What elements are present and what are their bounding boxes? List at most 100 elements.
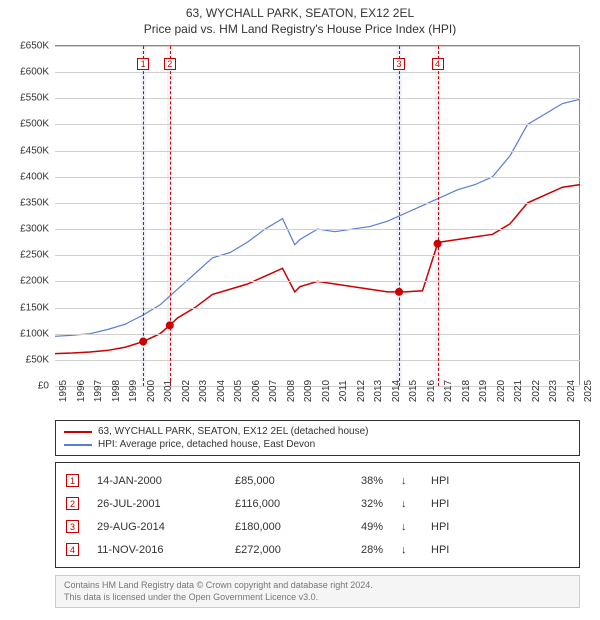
- gridline: [55, 360, 580, 361]
- event-marker: 3: [393, 58, 405, 70]
- down-arrow-icon: ↓: [401, 498, 413, 510]
- legend-item: HPI: Average price, detached house, East…: [64, 438, 571, 451]
- x-axis-label: 2018: [461, 380, 472, 402]
- tx-vs: HPI: [431, 498, 449, 510]
- y-axis-label: £400K: [20, 171, 49, 182]
- tx-pct: 49%: [343, 521, 383, 533]
- tx-date: 29-AUG-2014: [97, 521, 217, 533]
- legend-item: 63, WYCHALL PARK, SEATON, EX12 2EL (deta…: [64, 425, 571, 438]
- gridline: [55, 203, 580, 204]
- tx-date: 11-NOV-2016: [97, 544, 217, 556]
- y-axis-label: £250K: [20, 250, 49, 261]
- x-axis-label: 1995: [58, 380, 69, 402]
- x-axis-label: 2016: [426, 380, 437, 402]
- y-axis-label: £450K: [20, 145, 49, 156]
- y-axis-label: £50K: [26, 354, 49, 365]
- gridline: [55, 255, 580, 256]
- tx-pct: 38%: [343, 475, 383, 487]
- chart-area: £0£50K£100K£150K£200K£250K£300K£350K£400…: [55, 45, 580, 385]
- x-axis-label: 2008: [286, 380, 297, 402]
- x-axis-label: 2009: [303, 380, 314, 402]
- x-axis-label: 2013: [373, 380, 384, 402]
- x-axis-label: 2002: [181, 380, 192, 402]
- x-axis-label: 2024: [566, 380, 577, 402]
- event-marker: 1: [137, 58, 149, 70]
- gridline: [55, 281, 580, 282]
- tx-vs: HPI: [431, 475, 449, 487]
- x-axis-label: 2010: [321, 380, 332, 402]
- transactions-table: 1 14-JAN-2000 £85,000 38% ↓ HPI 2 26-JUL-2001 £1…: [55, 462, 580, 568]
- event-vline: [438, 46, 439, 386]
- event-marker: 2: [164, 58, 176, 70]
- title-block: 63, WYCHALL PARK, SEATON, EX12 2EL Price…: [0, 0, 600, 37]
- tx-price: £272,000: [235, 544, 325, 556]
- event-vline: [170, 46, 171, 386]
- title-line-1: 63, WYCHALL PARK, SEATON, EX12 2EL: [0, 6, 600, 22]
- x-axis-label: 2003: [198, 380, 209, 402]
- x-axis-label: 2025: [583, 380, 594, 402]
- gridline: [55, 151, 580, 152]
- x-axis-label: 1996: [76, 380, 87, 402]
- tx-marker: 4: [66, 543, 79, 556]
- x-axis-label: 2022: [531, 380, 542, 402]
- y-axis-label: £100K: [20, 328, 49, 339]
- series-line: [55, 99, 580, 336]
- gridline: [55, 177, 580, 178]
- legend-box: 63, WYCHALL PARK, SEATON, EX12 2EL (deta…: [55, 420, 580, 456]
- legend-label: 63, WYCHALL PARK, SEATON, EX12 2EL (deta…: [98, 426, 369, 437]
- y-axis-label: £550K: [20, 93, 49, 104]
- tx-date: 14-JAN-2000: [97, 475, 217, 487]
- y-axis-label: £350K: [20, 197, 49, 208]
- gridline: [55, 229, 580, 230]
- legend-label: HPI: Average price, detached house, East…: [98, 439, 315, 450]
- footer-line-2: This data is licensed under the Open Gov…: [64, 592, 571, 604]
- gridline: [55, 72, 580, 73]
- footer-box: Contains HM Land Registry data © Crown c…: [55, 575, 580, 608]
- x-axis-label: 2015: [408, 380, 419, 402]
- event-vline: [143, 46, 144, 386]
- tx-date: 26-JUL-2001: [97, 498, 217, 510]
- x-axis-label: 2019: [478, 380, 489, 402]
- x-axis-label: 2021: [513, 380, 524, 402]
- x-axis-label: 2023: [548, 380, 559, 402]
- tx-marker: 3: [66, 520, 79, 533]
- tx-price: £85,000: [235, 475, 325, 487]
- down-arrow-icon: ↓: [401, 521, 413, 533]
- x-axis-label: 2001: [163, 380, 174, 402]
- down-arrow-icon: ↓: [401, 475, 413, 487]
- transaction-row: 411-NOV-2016£272,00028%↓HPI: [66, 538, 569, 561]
- y-axis-label: £200K: [20, 276, 49, 287]
- event-vline: [399, 46, 400, 386]
- x-axis-label: 2006: [251, 380, 262, 402]
- series-line: [55, 185, 580, 354]
- x-axis-label: 2004: [216, 380, 227, 402]
- x-axis-label: 2005: [233, 380, 244, 402]
- x-axis-label: 2017: [443, 380, 454, 402]
- chart-container: 63, WYCHALL PARK, SEATON, EX12 2EL Price…: [0, 0, 600, 620]
- transaction-row: 226-JUL-2001£116,00032%↓HPI: [66, 492, 569, 515]
- transaction-row: 1 14-JAN-2000 £85,000 38% ↓ HPI: [66, 469, 569, 492]
- down-arrow-icon: ↓: [401, 544, 413, 556]
- line-svg: [55, 46, 580, 386]
- tx-marker: 2: [66, 497, 79, 510]
- tx-price: £180,000: [235, 521, 325, 533]
- gridline: [55, 308, 580, 309]
- legend-swatch: [64, 444, 92, 446]
- title-line-2: Price paid vs. HM Land Registry's House …: [0, 22, 600, 38]
- footer-line-1: Contains HM Land Registry data © Crown c…: [64, 580, 571, 592]
- y-axis-label: £0: [38, 381, 49, 392]
- legend-swatch: [64, 431, 92, 433]
- x-axis-label: 2020: [496, 380, 507, 402]
- tx-marker: 1: [66, 474, 79, 487]
- y-axis-label: £150K: [20, 302, 49, 313]
- event-marker: 4: [432, 58, 444, 70]
- x-axis-label: 1999: [128, 380, 139, 402]
- x-axis-label: 2007: [268, 380, 279, 402]
- y-axis-label: £600K: [20, 67, 49, 78]
- tx-pct: 28%: [343, 544, 383, 556]
- x-axis-label: 1998: [111, 380, 122, 402]
- tx-price: £116,000: [235, 498, 325, 510]
- x-axis-label: 2000: [146, 380, 157, 402]
- gridline: [55, 334, 580, 335]
- plot-region: £0£50K£100K£150K£200K£250K£300K£350K£400…: [55, 45, 580, 385]
